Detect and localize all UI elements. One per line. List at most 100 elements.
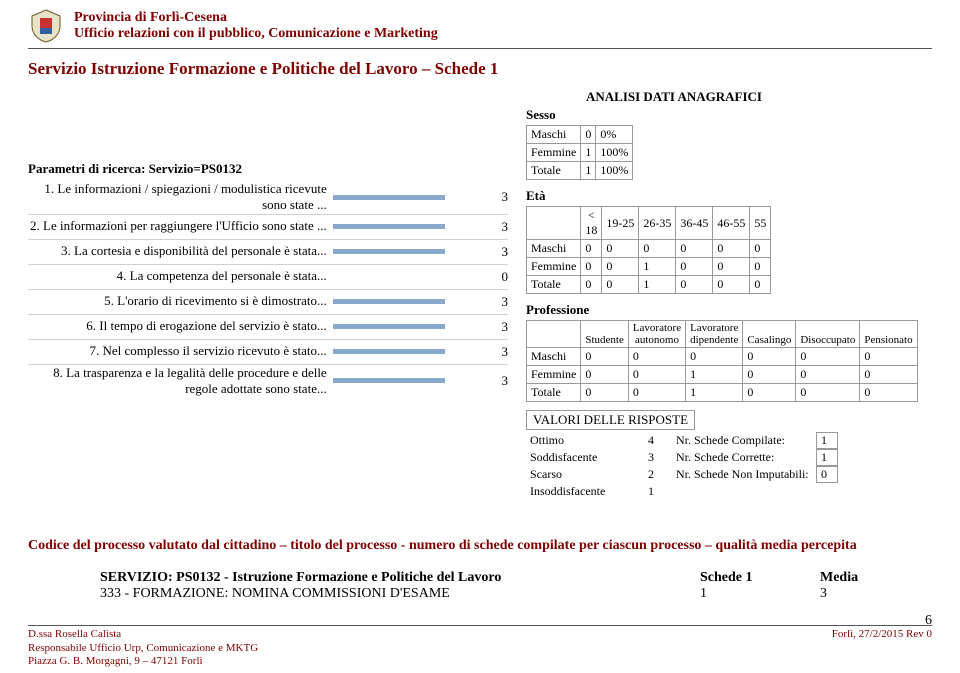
question-value: 3 [482,344,508,360]
cell: 0 [581,366,629,384]
question-bar-cell [333,349,482,354]
col-header: 19-25 [602,207,639,240]
cell: Insoddisfacente [526,483,644,500]
header-line-1: Provincia di Forlì-Cesena [74,10,438,26]
question-label: 8. La trasparenza e la legalità delle pr… [28,365,333,398]
question-value: 3 [482,373,508,389]
service-head-media: Media [820,570,900,586]
question-value: 3 [482,219,508,235]
row-header: Femmine [527,366,581,384]
cell: 0 [676,240,713,258]
cell: 0 [743,366,796,384]
col-header: 36-45 [676,207,713,240]
eta-table: <1819-2526-3536-4546-5555Maschi000000Fem… [526,206,771,294]
cell: 0 [581,348,629,366]
cell: Soddisfacente [526,449,644,466]
question-row: 2. Le informazioni per raggiungere l'Uff… [28,215,508,240]
question-bar-cell [333,324,482,329]
question-label: 1. Le informazioni / spiegazioni / modul… [28,181,333,214]
pair-value: 0 [816,466,838,483]
col-header: Studente [581,321,629,348]
sesso-title: Sesso [526,107,932,123]
cell: Ottimo [526,432,644,449]
question-row: 6. Il tempo di erogazione del servizio è… [28,315,508,340]
question-label: 7. Nel complesso il servizio ricevuto è … [28,343,333,359]
cell: Totale [527,162,581,180]
cell: 0 [713,240,750,258]
pair-key: Nr. Schede Non Imputabili: [676,467,816,482]
cell: 100% [596,162,633,180]
service-row-media: 3 [820,586,900,602]
right-panel: ANALISI DATI ANAGRAFICI Sesso Maschi00%F… [526,89,932,508]
table-row: Femmine001000 [527,366,918,384]
row-header: Maschi [527,348,581,366]
question-bar-cell [333,299,482,304]
cell: 0 [628,348,685,366]
cell: 0 [713,258,750,276]
pair-value: 1 [816,449,838,466]
cell: Maschi [527,126,581,144]
cell: 1 [639,276,676,294]
question-bar [333,224,446,229]
footer-l2: Responsabile Ufficio Urp, Comunicazione … [28,642,258,656]
table-row: Totale1100% [527,162,633,180]
footer-left: D.ssa Rosella Calista Responsabile Uffic… [28,628,258,669]
col-header: Pensionato [860,321,917,348]
footer-r: Forlì, 27/2/2015 Rev 0 [832,628,932,642]
table-row: Totale001000 [527,276,771,294]
cell: 1 [644,483,658,500]
col-header: Lavoratoreautonomo [628,321,685,348]
valori-pair: Nr. Schede Corrette:1 [676,449,838,466]
table-row: Scarso2 [526,466,658,483]
cell: 0 [628,384,685,402]
valori-right: Nr. Schede Compilate:1Nr. Schede Corrett… [676,432,838,508]
pair-key: Nr. Schede Corrette: [676,450,816,465]
valori-title: VALORI DELLE RISPOSTE [526,410,695,430]
cell: 1 [686,384,743,402]
table-row: Maschi000000 [527,240,771,258]
prof-table: StudenteLavoratoreautonomoLavoratoredipe… [526,320,918,402]
question-value: 3 [482,319,508,335]
cell: 1 [581,162,596,180]
question-bar-cell [333,224,482,229]
cell: 3 [644,449,658,466]
prof-title: Professione [526,302,932,318]
cell: 0 [686,348,743,366]
pair-key: Nr. Schede Compilate: [676,433,816,448]
sesso-table: Maschi00%Femmine1100%Totale1100% [526,125,633,180]
cell: 0 [602,258,639,276]
page: Provincia di Forlì-Cesena Ufficio relazi… [0,0,960,673]
cell: Scarso [526,466,644,483]
question-value: 0 [482,269,508,285]
col-header: 46-55 [713,207,750,240]
question-label: 5. L'orario di ricevimento si è dimostra… [28,293,333,309]
spacer [28,89,508,161]
cell: 2 [644,466,658,483]
cell: 0 [581,276,602,294]
cell: 0 [743,348,796,366]
question-row: 7. Nel complesso il servizio ricevuto è … [28,340,508,365]
table-row: Totale001000 [527,384,918,402]
question-value: 3 [482,244,508,260]
table-row: Insoddisfacente1 [526,483,658,500]
col-header: Disoccupato [796,321,860,348]
cell: 1 [686,366,743,384]
eta-title: Età [526,188,932,204]
cell: 0 [743,384,796,402]
col-header: 26-35 [639,207,676,240]
subtitle: Servizio Istruzione Formazione e Politic… [28,59,932,79]
row-header: Totale [527,276,581,294]
cell: 0 [581,240,602,258]
questions-chart: 1. Le informazioni / spiegazioni / modul… [28,181,508,397]
cell: 0 [602,276,639,294]
footer-l1: D.ssa Rosella Calista [28,628,258,642]
question-bar-cell [333,249,482,254]
cell: 0 [602,240,639,258]
page-header: Provincia di Forlì-Cesena Ufficio relazi… [28,8,932,49]
service-head-schede: Schede 1 [700,570,820,586]
col-header: 55 [750,207,771,240]
service-block: SERVIZIO: PS0132 - Istruzione Formazione… [28,570,932,602]
question-row: 4. La competenza del personale è stata..… [28,265,508,290]
service-head: SERVIZIO: PS0132 - Istruzione Formazione… [100,570,932,586]
question-label: 6. Il tempo di erogazione del servizio è… [28,318,333,334]
